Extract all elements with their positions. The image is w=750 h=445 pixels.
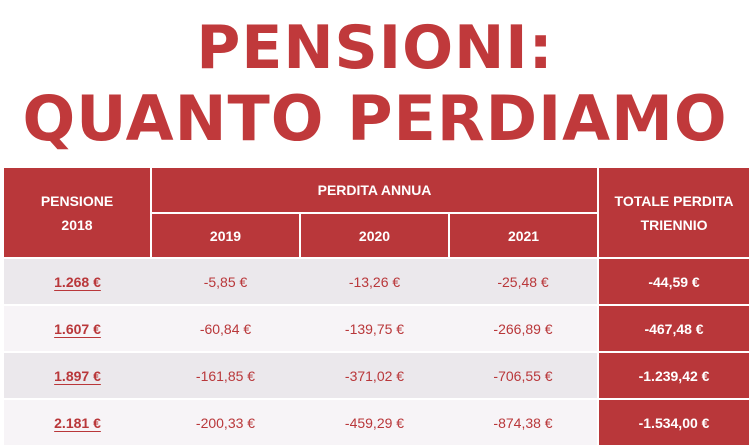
- total-loss-cell: -1.534,00 €: [597, 398, 750, 445]
- header-year-2019: 2019: [150, 213, 300, 258]
- header-pension-line1: PENSIONE: [40, 192, 114, 209]
- loss-2021-cell: -874,38 €: [449, 398, 599, 445]
- header-total-line2: TRIENNIO: [640, 216, 708, 233]
- loss-2021-cell: -266,89 €: [449, 304, 599, 352]
- header-pension: PENSIONE 2018: [4, 168, 151, 258]
- loss-2019-cell: -5,85 €: [151, 257, 300, 305]
- loss-2020-cell: -371,02 €: [300, 351, 449, 399]
- pension-value: 1.897 €: [54, 367, 101, 384]
- loss-2019-cell: -60,84 €: [151, 304, 300, 352]
- pension-value: 2.181 €: [54, 414, 101, 431]
- header-pension-line2: 2018: [61, 216, 93, 233]
- pension-cell: 1.268 €: [4, 257, 151, 305]
- total-loss-cell: -44,59 €: [597, 257, 750, 305]
- loss-2019-cell: -200,33 €: [151, 398, 300, 445]
- pension-value: 1.268 €: [54, 273, 101, 290]
- header-year-2020: 2020: [299, 213, 449, 258]
- table-row: 1.268 € -5,85 € -13,26 € -25,48 € -44,59…: [4, 257, 750, 305]
- loss-2019-cell: -161,85 €: [151, 351, 300, 399]
- header-annual-loss: PERDITA ANNUA: [149, 168, 599, 214]
- table-row: 1.607 € -60,84 € -139,75 € -266,89 € -46…: [4, 304, 750, 352]
- title-line-2: QUANTO PERDIAMO: [22, 82, 728, 155]
- pension-value: 1.607 €: [54, 320, 101, 337]
- table-row: 2.181 € -200,33 € -459,29 € -874,38 € -1…: [4, 398, 750, 445]
- loss-2021-cell: -25,48 €: [449, 257, 599, 305]
- pension-loss-table: PENSIONE 2018 PERDITA ANNUA TOTALE PERDI…: [4, 168, 750, 445]
- loss-2020-cell: -139,75 €: [300, 304, 449, 352]
- pension-cell: 1.607 €: [4, 304, 151, 352]
- header-total-loss: TOTALE PERDITA TRIENNIO: [597, 168, 750, 258]
- loss-2020-cell: -13,26 €: [300, 257, 449, 305]
- pension-cell: 1.897 €: [4, 351, 151, 399]
- total-loss-cell: -1.239,42 €: [597, 351, 750, 399]
- loss-2021-cell: -706,55 €: [449, 351, 599, 399]
- table-row: 1.897 € -161,85 € -371,02 € -706,55 € -1…: [4, 351, 750, 399]
- title-line-1: PENSIONI:: [196, 13, 554, 83]
- pension-cell: 2.181 €: [4, 398, 151, 445]
- loss-2020-cell: -459,29 €: [300, 398, 449, 445]
- header-total-line1: TOTALE PERDITA: [614, 192, 734, 209]
- total-loss-cell: -467,48 €: [597, 304, 750, 352]
- header-year-2021: 2021: [447, 213, 599, 258]
